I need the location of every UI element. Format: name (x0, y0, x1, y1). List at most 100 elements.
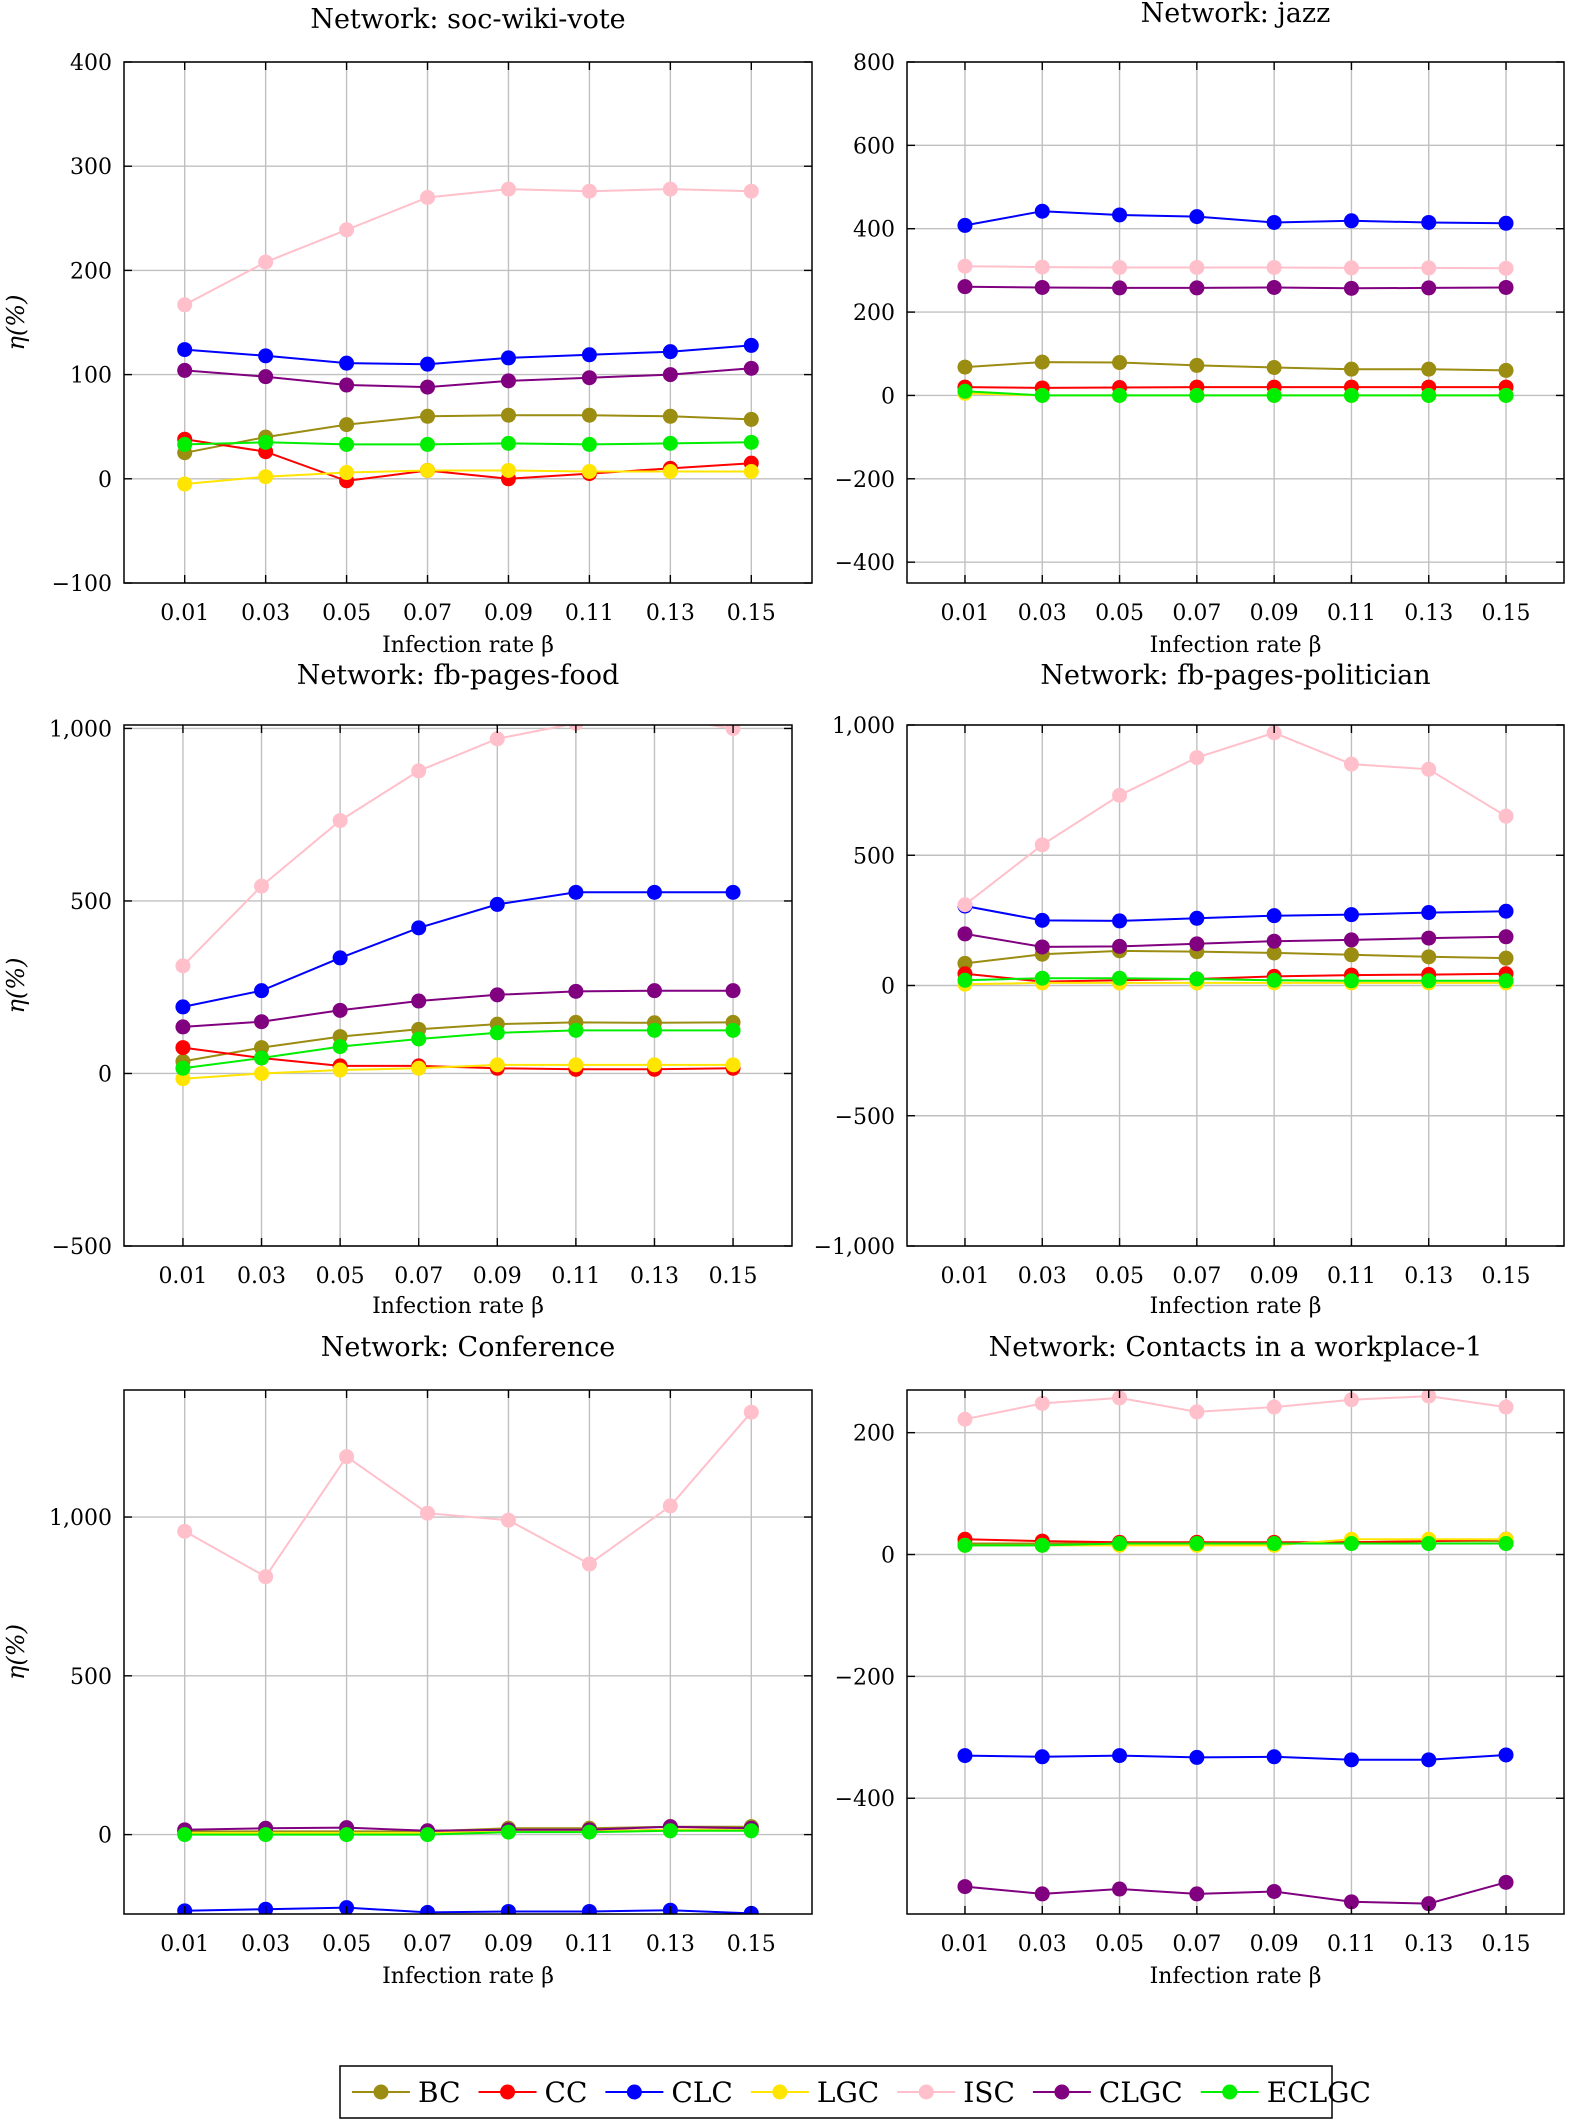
y-tick-label: 100 (70, 364, 112, 389)
data-point-isc (1189, 1404, 1205, 1420)
x-axis-label: Infection rate β (382, 1964, 554, 1989)
x-tick-label: 0.13 (630, 1264, 679, 1289)
data-point-clc (581, 347, 597, 363)
data-point-clgc (1498, 1874, 1514, 1890)
series-eclgc (957, 1536, 1514, 1553)
series-line-eclgc (965, 1542, 1506, 1547)
data-point-bc (1112, 355, 1128, 371)
data-point-clc (1498, 1747, 1514, 1763)
data-point-bc (957, 955, 973, 971)
data-point-eclgc (662, 1823, 678, 1839)
data-point-bc (581, 407, 597, 423)
plot-frame (123, 61, 813, 584)
data-point-isc (420, 1505, 436, 1521)
series-lgc (175, 1057, 741, 1087)
data-point-clgc (339, 377, 355, 393)
data-point-isc (1112, 787, 1128, 803)
data-point-lgc (500, 462, 516, 478)
data-point-clc (420, 356, 436, 372)
data-point-eclgc (1112, 387, 1128, 403)
data-point-bc (662, 408, 678, 424)
chart-title: Network: Contacts in a workplace-1 (989, 1332, 1483, 1363)
x-tick-label: 0.09 (473, 1264, 522, 1289)
data-point-lgc (258, 469, 274, 485)
y-tick-label: 1,000 (49, 1506, 112, 1531)
data-point-isc (258, 1569, 274, 1585)
data-point-clc (175, 999, 191, 1015)
series-clgc (957, 1874, 1514, 1912)
plot-frame (123, 724, 793, 1247)
data-point-isc (339, 1449, 355, 1465)
data-point-clgc (568, 983, 584, 999)
series-clc (177, 1900, 759, 1914)
x-tick-label: 0.11 (1327, 1264, 1376, 1289)
data-point-clc (1421, 214, 1437, 230)
data-point-clc (332, 950, 348, 966)
data-point-clc (1189, 910, 1205, 926)
data-point-eclgc (725, 1022, 741, 1038)
data-point-isc (743, 1404, 759, 1420)
data-point-eclgc (339, 1827, 355, 1843)
y-tick-label: 800 (853, 51, 895, 76)
data-point-clc (489, 896, 505, 912)
data-point-bc (1498, 362, 1514, 378)
data-point-clc (411, 920, 427, 936)
series-line-isc (964, 265, 1507, 270)
series-isc (177, 1404, 759, 1585)
data-point-lgc (489, 1057, 505, 1073)
data-point-eclgc (568, 1022, 584, 1038)
legend-entry-eclgc: ECLGC (1200, 2076, 1371, 2109)
y-tick-label: 500 (853, 844, 895, 869)
x-tick-label: 0.07 (1172, 1932, 1221, 1957)
data-point-clgc (1343, 1894, 1359, 1910)
y-tick-label: 400 (70, 51, 112, 76)
data-point-clgc (1112, 1881, 1128, 1897)
x-tick-label: 0.15 (1482, 601, 1531, 626)
data-point-eclgc (1034, 1537, 1050, 1553)
y-tick-label: 1,000 (832, 714, 895, 739)
series-eclgc (957, 970, 1514, 989)
y-tick-label: 0 (98, 1824, 112, 1849)
legend-marker (500, 2084, 516, 2100)
data-point-clgc (411, 993, 427, 1009)
data-point-eclgc (177, 436, 193, 452)
data-point-eclgc (339, 436, 355, 452)
series-clgc (957, 279, 1514, 296)
data-point-clgc (420, 379, 436, 395)
series-line-bc (184, 414, 752, 454)
y-tick-label: 200 (853, 1422, 895, 1447)
data-point-eclgc (1034, 970, 1050, 986)
data-point-clgc (1266, 1883, 1282, 1899)
x-tick-label: 0.01 (158, 1264, 207, 1289)
data-point-clgc (500, 373, 516, 389)
x-tick-label: 0.13 (1404, 1264, 1453, 1289)
legend: BC CC CLC LGC ISC CLGC ECLGC (339, 2065, 1371, 2119)
series-clgc (175, 983, 741, 1035)
x-tick-label: 0.03 (1018, 1264, 1067, 1289)
y-tick-label: −400 (835, 551, 895, 576)
series-clc (957, 203, 1514, 233)
data-point-clc (1112, 913, 1128, 929)
data-point-clgc (581, 370, 597, 386)
series-line-isc (184, 188, 752, 306)
chart-panel-3: 0.01 0.03 0.05 0.07 0.09 0.11 0.13 0.15 −500 0 500… (2, 660, 793, 1319)
y-tick-label: 300 (70, 155, 112, 180)
x-tick-label: 0.01 (940, 1932, 989, 1957)
x-tick-label: 0.11 (1327, 1932, 1376, 1957)
x-tick-label: 0.07 (394, 1264, 443, 1289)
x-tick-label: 0.03 (1018, 1932, 1067, 1957)
series-line-lgc (182, 1063, 734, 1080)
x-tick-label: 0.09 (1250, 1932, 1299, 1957)
x-tick-label: 0.15 (1482, 1264, 1531, 1289)
series-bc (957, 354, 1514, 378)
legend-label: ECLGC (1267, 2076, 1371, 2109)
series-line-clc (964, 210, 1507, 227)
data-point-clc (568, 884, 584, 900)
y-tick-label: 500 (70, 890, 112, 915)
data-point-isc (258, 254, 274, 270)
data-point-clc (743, 337, 759, 353)
data-point-eclgc (177, 1827, 193, 1843)
data-point-clgc (662, 367, 678, 383)
data-point-clgc (1266, 933, 1282, 949)
data-point-isc (177, 297, 193, 313)
